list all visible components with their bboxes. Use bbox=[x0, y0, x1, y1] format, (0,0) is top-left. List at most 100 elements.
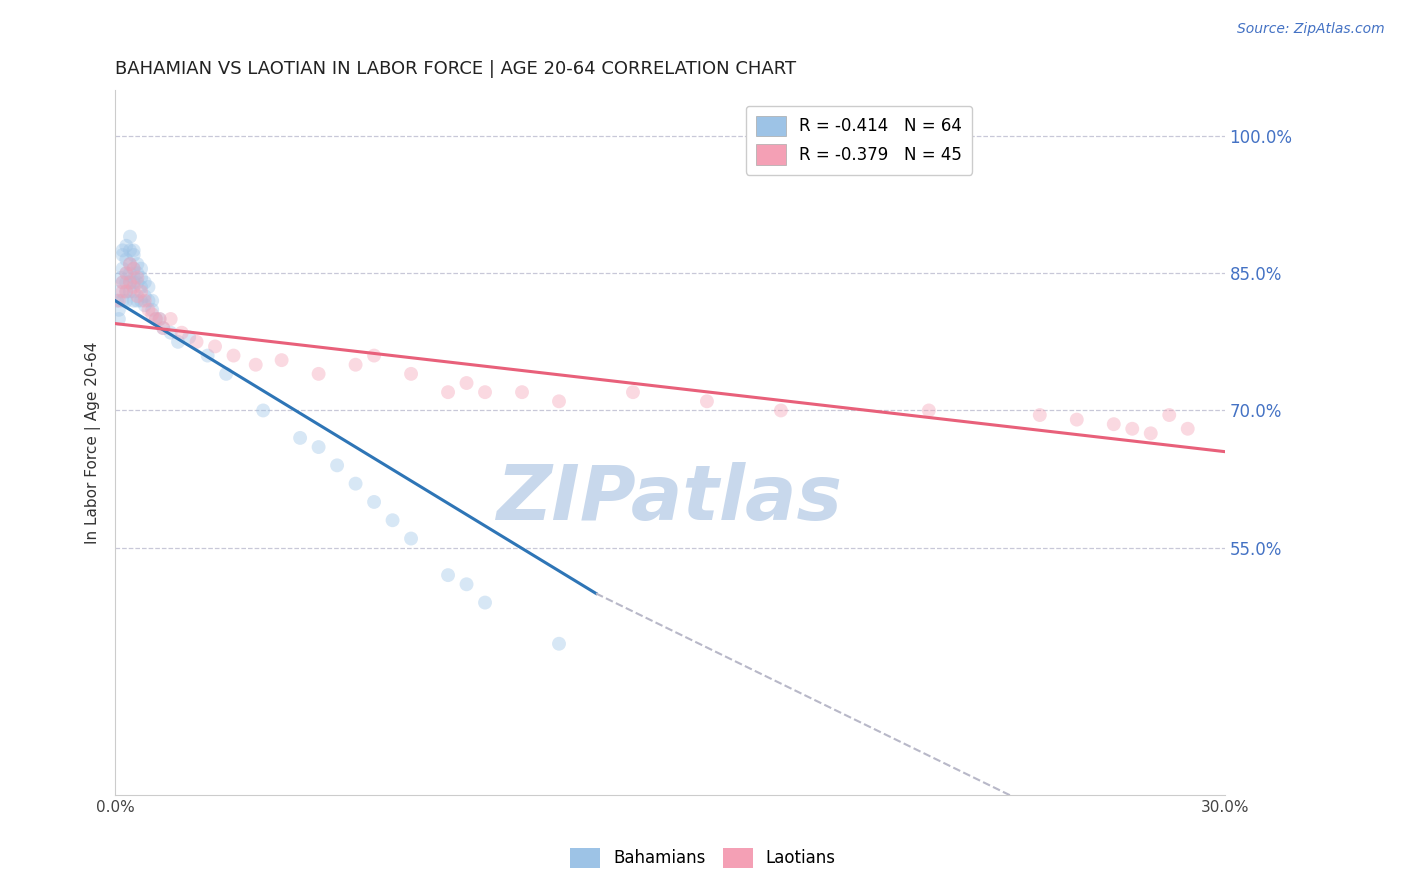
Point bbox=[118, 257, 141, 271]
Point bbox=[127, 293, 149, 308]
Point bbox=[363, 349, 385, 363]
Point bbox=[170, 326, 193, 340]
Point bbox=[197, 349, 219, 363]
Point bbox=[118, 266, 141, 280]
Point bbox=[474, 596, 496, 610]
Point bbox=[127, 270, 149, 285]
Point bbox=[621, 385, 644, 400]
Point bbox=[111, 261, 134, 276]
Point bbox=[252, 403, 274, 417]
Point bbox=[510, 385, 533, 400]
Point bbox=[105, 293, 128, 308]
Point bbox=[108, 312, 131, 326]
Point bbox=[134, 289, 156, 303]
Point bbox=[245, 358, 267, 372]
Point bbox=[118, 229, 141, 244]
Point bbox=[548, 394, 571, 409]
Point bbox=[148, 312, 170, 326]
Point bbox=[138, 302, 160, 317]
Point bbox=[134, 276, 156, 290]
Point bbox=[110, 270, 132, 285]
Point bbox=[308, 440, 330, 454]
Point bbox=[115, 293, 138, 308]
Point bbox=[145, 312, 167, 326]
Point bbox=[288, 431, 311, 445]
Point bbox=[129, 293, 152, 308]
Point bbox=[179, 330, 201, 344]
Point bbox=[118, 276, 141, 290]
Point bbox=[111, 244, 134, 258]
Point bbox=[141, 307, 163, 321]
Point bbox=[222, 349, 245, 363]
Point bbox=[115, 285, 138, 299]
Point bbox=[115, 276, 138, 290]
Point bbox=[1029, 408, 1052, 422]
Point bbox=[456, 577, 478, 591]
Point bbox=[769, 403, 792, 417]
Point bbox=[122, 276, 145, 290]
Point bbox=[152, 321, 174, 335]
Point bbox=[696, 394, 718, 409]
Point bbox=[381, 513, 404, 527]
Point bbox=[437, 568, 460, 582]
Point bbox=[204, 339, 226, 353]
Point bbox=[111, 276, 134, 290]
Text: BAHAMIAN VS LAOTIAN IN LABOR FORCE | AGE 20-64 CORRELATION CHART: BAHAMIAN VS LAOTIAN IN LABOR FORCE | AGE… bbox=[115, 60, 796, 78]
Point bbox=[127, 276, 149, 290]
Point bbox=[129, 261, 152, 276]
Point bbox=[122, 261, 145, 276]
Point bbox=[134, 293, 156, 308]
Point bbox=[127, 257, 149, 271]
Point bbox=[148, 312, 170, 326]
Point bbox=[399, 367, 422, 381]
Point bbox=[344, 476, 367, 491]
Point bbox=[122, 248, 145, 262]
Point bbox=[1066, 412, 1088, 426]
Point bbox=[122, 261, 145, 276]
Point bbox=[111, 276, 134, 290]
Point bbox=[159, 326, 181, 340]
Point bbox=[127, 266, 149, 280]
Point bbox=[326, 458, 349, 473]
Point bbox=[129, 285, 152, 299]
Point bbox=[186, 334, 208, 349]
Point bbox=[129, 270, 152, 285]
Point bbox=[134, 298, 156, 312]
Point bbox=[1121, 422, 1143, 436]
Point bbox=[456, 376, 478, 390]
Point bbox=[108, 302, 131, 317]
Point bbox=[111, 248, 134, 262]
Point bbox=[344, 358, 367, 372]
Text: Source: ZipAtlas.com: Source: ZipAtlas.com bbox=[1237, 22, 1385, 37]
Point bbox=[127, 289, 149, 303]
Point bbox=[118, 285, 141, 299]
Point bbox=[122, 280, 145, 294]
Text: ZIPatlas: ZIPatlas bbox=[496, 462, 844, 536]
Point bbox=[270, 353, 292, 368]
Point bbox=[145, 312, 167, 326]
Point bbox=[111, 293, 134, 308]
Point bbox=[548, 637, 571, 651]
Point bbox=[1139, 426, 1161, 441]
Point bbox=[918, 403, 941, 417]
Point bbox=[363, 495, 385, 509]
Point bbox=[159, 312, 181, 326]
Point bbox=[141, 293, 163, 308]
Legend: Bahamians, Laotians: Bahamians, Laotians bbox=[564, 841, 842, 875]
Point bbox=[118, 276, 141, 290]
Point bbox=[308, 367, 330, 381]
Legend: R = -0.414   N = 64, R = -0.379   N = 45: R = -0.414 N = 64, R = -0.379 N = 45 bbox=[747, 105, 973, 175]
Point bbox=[122, 285, 145, 299]
Point bbox=[1177, 422, 1199, 436]
Point bbox=[152, 321, 174, 335]
Point bbox=[437, 385, 460, 400]
Point bbox=[138, 280, 160, 294]
Point bbox=[138, 293, 160, 308]
Point bbox=[122, 293, 145, 308]
Point bbox=[122, 270, 145, 285]
Point bbox=[108, 285, 131, 299]
Point bbox=[474, 385, 496, 400]
Point bbox=[167, 334, 190, 349]
Point bbox=[118, 257, 141, 271]
Point bbox=[129, 280, 152, 294]
